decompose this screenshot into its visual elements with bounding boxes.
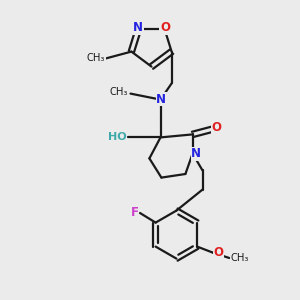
Text: CH₃: CH₃	[110, 87, 128, 97]
Text: N: N	[191, 147, 201, 160]
Text: O: O	[212, 121, 222, 134]
Text: N: N	[133, 21, 143, 34]
Text: O: O	[213, 246, 224, 259]
Text: CH₃: CH₃	[230, 253, 249, 263]
Text: CH₃: CH₃	[87, 53, 105, 63]
Text: O: O	[160, 21, 170, 34]
Text: HO: HO	[108, 132, 127, 142]
Text: N: N	[156, 92, 166, 106]
Text: F: F	[130, 206, 139, 220]
